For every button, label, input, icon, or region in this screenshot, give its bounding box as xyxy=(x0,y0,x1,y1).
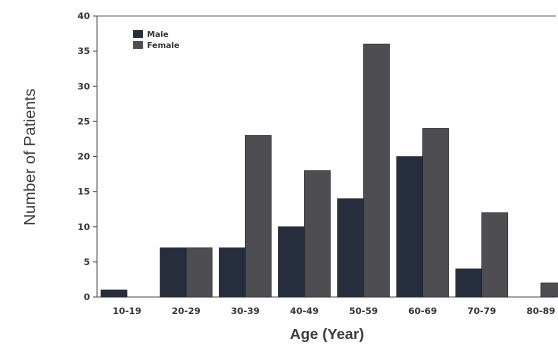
y-axis-title: Number of Patients xyxy=(22,89,39,226)
y-tick-label: 10 xyxy=(77,223,90,233)
y-axis-ticks: 0 5 10 15 20 25 30 35 40 xyxy=(77,12,97,303)
y-tick-label: 20 xyxy=(77,153,90,163)
bars xyxy=(100,43,558,298)
legend-swatch-female xyxy=(133,41,143,49)
x-tick-label: 10-19 xyxy=(113,307,142,317)
y-tick-label: 30 xyxy=(77,82,90,92)
x-tick-label: 50-59 xyxy=(349,307,378,317)
x-tick-label: 70-79 xyxy=(467,307,496,317)
bar-female-60-69 xyxy=(422,128,449,298)
legend: Male Female xyxy=(133,30,180,50)
legend-swatch-male xyxy=(133,30,143,38)
bar-female-70-79 xyxy=(481,212,509,298)
bar-female-80-89 xyxy=(540,282,558,298)
y-tick-label: 35 xyxy=(77,47,90,57)
legend-label-female: Female xyxy=(147,41,180,50)
x-tick-label: 30-39 xyxy=(231,307,260,317)
x-axis-title: Age (Year) xyxy=(290,326,364,343)
x-axis-ticks: 10-19 20-29 30-39 40-49 50-59 60-69 70-79 80-89 xyxy=(113,307,556,317)
y-tick-label: 15 xyxy=(77,188,90,198)
bar-male-40-49 xyxy=(278,226,305,298)
bar-male-60-69 xyxy=(396,156,423,298)
y-tick-label: 5 xyxy=(84,258,90,268)
x-tick-label: 80-89 xyxy=(526,307,555,317)
y-tick-label: 25 xyxy=(77,117,90,127)
x-tick-label: 20-29 xyxy=(172,307,201,317)
bar-female-40-49 xyxy=(304,170,331,298)
bar-male-50-59 xyxy=(337,198,364,298)
bar-female-50-59 xyxy=(363,43,390,298)
bar-female-20-29 xyxy=(185,247,213,298)
bar-female-30-39 xyxy=(244,135,272,298)
y-tick-label: 0 xyxy=(84,293,90,303)
bar-male-20-29 xyxy=(159,247,187,298)
bar-male-30-39 xyxy=(218,247,246,298)
bar-male-10-19 xyxy=(100,289,128,298)
legend-label-male: Male xyxy=(147,30,169,39)
x-tick-label: 40-49 xyxy=(290,307,319,317)
bar-male-70-79 xyxy=(455,268,483,298)
x-tick-label: 60-69 xyxy=(408,307,437,317)
y-tick-label: 40 xyxy=(77,12,90,22)
